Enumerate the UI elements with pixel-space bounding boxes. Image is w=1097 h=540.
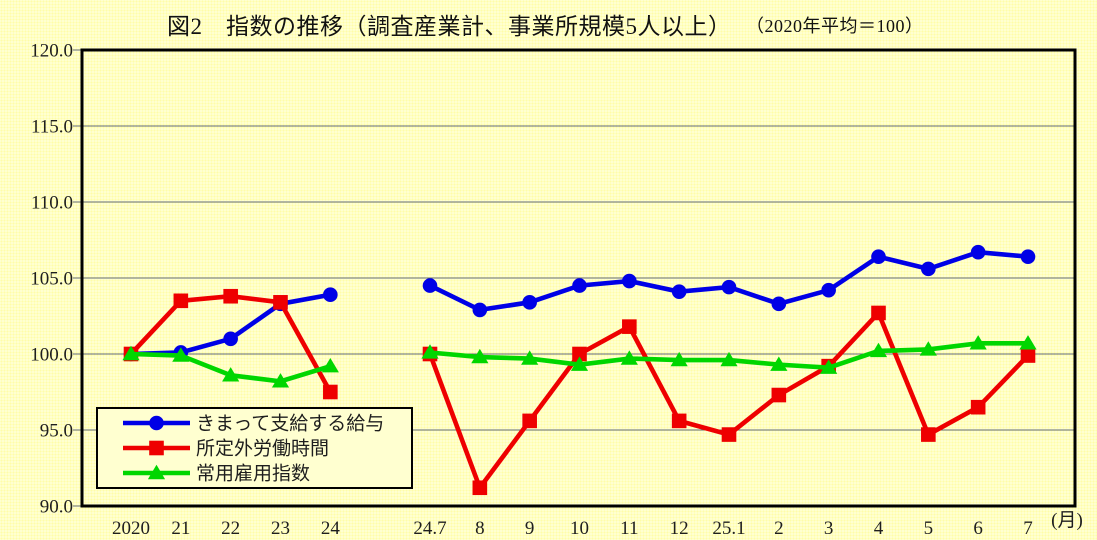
data-point-0 [522, 295, 537, 310]
x-tick-label: 3 [824, 518, 834, 539]
data-point-1 [771, 387, 787, 403]
data-point-0 [921, 261, 936, 277]
data-point-0 [1020, 249, 1036, 265]
x-tick-label: 24.7 [413, 518, 446, 539]
x-tick-label: 10 [570, 518, 589, 539]
data-point-1 [1020, 348, 1036, 363]
x-axis-unit-label: (月) [1051, 510, 1083, 531]
data-point-0 [622, 273, 637, 289]
data-point-0 [223, 331, 238, 347]
data-point-1 [572, 346, 587, 362]
data-point-2 [770, 356, 788, 371]
data-point-1 [871, 305, 886, 321]
data-point-1 [522, 413, 537, 429]
data-point-2 [172, 347, 190, 362]
x-tick-label: 12 [670, 518, 689, 539]
legend-label-1: 所定外労働時間 [196, 438, 329, 460]
data-point-1 [273, 295, 288, 310]
y-tick-label: 90.0 [40, 497, 73, 518]
data-point-0 [821, 282, 836, 298]
x-tick-label: 22 [221, 518, 240, 539]
x-tick-label: 4 [874, 518, 884, 539]
legend-swatch-marker-0 [149, 415, 164, 431]
x-tick-label: 7 [1023, 518, 1033, 539]
series-line-1 [427, 308, 1030, 493]
x-tick-label: 9 [525, 518, 535, 539]
y-tick-label: 120.0 [30, 41, 73, 62]
x-tick-label: 2 [774, 518, 784, 539]
data-point-2 [321, 357, 339, 373]
data-point-2 [969, 335, 987, 350]
data-point-1 [472, 480, 488, 496]
data-point-0 [323, 287, 338, 303]
data-point-2 [521, 350, 539, 365]
legend-swatch-marker-2 [147, 464, 166, 480]
data-point-2 [271, 373, 290, 388]
data-point-1 [671, 413, 687, 429]
data-point-2 [421, 344, 439, 359]
data-point-0 [721, 279, 737, 295]
data-point-2 [570, 356, 589, 371]
data-point-2 [1019, 335, 1037, 350]
data-point-2 [720, 351, 738, 367]
data-point-0 [472, 302, 488, 318]
chart-title: 図2 指数の推移（調査産業計、事業所規模5人以上） [167, 14, 732, 39]
data-point-0 [970, 244, 986, 260]
legend-label-0: きまって支給する給与 [196, 413, 384, 435]
data-point-2 [620, 350, 638, 365]
legend-swatch-marker-1 [149, 440, 164, 456]
data-point-0 [572, 278, 587, 293]
data-point-2 [122, 345, 140, 361]
data-point-1 [622, 319, 637, 334]
legend-label-2: 常用雇用指数 [196, 463, 310, 485]
data-point-1 [323, 384, 338, 400]
data-point-2 [919, 341, 937, 356]
x-tick-label: 5 [924, 518, 934, 539]
data-point-2 [471, 348, 489, 364]
data-point-2 [820, 359, 838, 374]
x-tick-label: 23 [271, 518, 290, 539]
y-tick-label: 115.0 [31, 117, 73, 138]
data-point-0 [871, 249, 886, 265]
x-tick-label: 8 [475, 518, 485, 539]
y-tick-label: 110.0 [31, 193, 73, 214]
data-point-1 [721, 427, 737, 442]
x-tick-label: 11 [620, 518, 638, 539]
data-point-2 [222, 367, 240, 382]
x-tick-label: 25.1 [712, 518, 745, 539]
data-point-0 [422, 278, 438, 293]
data-point-0 [771, 296, 787, 312]
y-tick-label: 105.0 [30, 269, 73, 290]
data-point-2 [670, 351, 688, 367]
x-tick-label: 24 [321, 518, 341, 539]
y-tick-label: 100.0 [30, 345, 73, 366]
y-tick-label: 95.0 [40, 421, 73, 442]
x-tick-label: 2020 [112, 518, 150, 539]
data-point-2 [869, 342, 888, 358]
data-point-1 [970, 399, 986, 415]
data-point-0 [671, 284, 687, 299]
data-point-1 [223, 288, 238, 304]
data-point-1 [173, 293, 189, 309]
plot-border [80, 48, 1077, 508]
data-point-1 [921, 427, 936, 442]
x-tick-label: 21 [171, 518, 190, 539]
x-tick-label: 6 [973, 518, 983, 539]
chart-subtitle: （2020年平均＝100） [746, 16, 924, 36]
